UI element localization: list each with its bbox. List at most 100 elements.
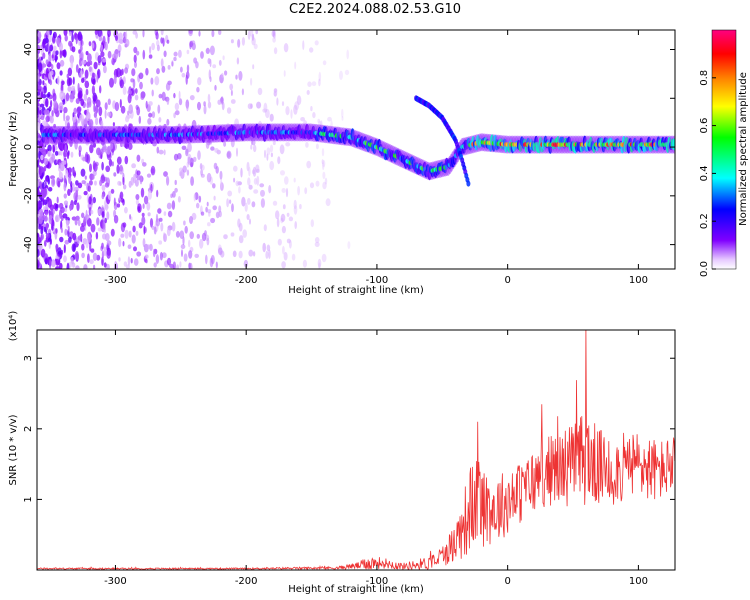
noise-speckle	[62, 213, 68, 219]
noise-speckle	[39, 109, 42, 115]
noise-speckle	[145, 100, 148, 109]
noise-speckle	[174, 102, 180, 111]
noise-speckle	[127, 93, 132, 104]
noise-speckle	[102, 233, 107, 240]
noise-speckle	[37, 81, 40, 90]
noise-speckle	[51, 225, 54, 231]
noise-speckle	[118, 39, 124, 44]
noise-speckle	[43, 109, 49, 115]
noise-speckle	[297, 185, 300, 196]
noise-speckle	[149, 46, 152, 55]
noise-speckle	[84, 175, 87, 180]
noise-speckle	[119, 98, 122, 108]
noise-speckle	[147, 190, 152, 200]
noise-speckle	[250, 144, 253, 150]
noise-speckle	[45, 59, 49, 65]
noise-speckle	[37, 159, 40, 168]
noise-speckle	[179, 261, 182, 268]
noise-speckle	[265, 108, 270, 119]
noise-speckle	[253, 43, 258, 50]
noise-speckle	[180, 66, 183, 73]
noise-speckle	[205, 254, 208, 265]
noise-speckle	[192, 156, 197, 163]
noise-speckle	[101, 161, 104, 171]
noise-speckle	[226, 198, 230, 208]
noise-speckle	[203, 101, 206, 107]
noise-speckle	[63, 200, 69, 206]
noise-speckle	[77, 182, 83, 189]
noise-speckle	[175, 231, 180, 238]
noise-speckle	[88, 66, 92, 72]
noise-speckle	[96, 147, 101, 156]
noise-speckle	[276, 217, 280, 228]
noise-speckle	[207, 222, 211, 227]
noise-speckle	[49, 115, 54, 124]
noise-speckle	[263, 224, 267, 232]
x-tick-label: 0	[504, 275, 510, 286]
noise-speckle	[59, 149, 63, 156]
noise-speckle	[45, 37, 49, 44]
noise-speckle	[74, 218, 78, 226]
noise-speckle	[110, 188, 115, 194]
noise-speckle	[218, 205, 222, 213]
noise-speckle	[59, 50, 63, 59]
noise-speckle	[339, 70, 343, 81]
noise-speckle	[280, 217, 284, 224]
noise-speckle	[50, 99, 53, 108]
noise-speckle	[40, 234, 43, 242]
noise-speckle	[189, 231, 194, 240]
noise-speckle	[37, 69, 40, 74]
noise-speckle	[47, 43, 50, 53]
noise-speckle	[47, 33, 52, 43]
noise-speckle	[131, 234, 136, 244]
noise-speckle	[100, 148, 104, 155]
noise-speckle	[206, 201, 209, 207]
colorbar-ticks: 0.0 0.2 0.4 0.6 0.8	[699, 70, 716, 277]
noise-speckle	[256, 101, 262, 109]
noise-speckle	[45, 233, 51, 239]
noise-speckle	[273, 88, 278, 97]
noise-speckle	[60, 206, 65, 214]
noise-speckle	[200, 169, 204, 176]
noise-speckle	[247, 177, 251, 186]
noise-speckle	[72, 182, 75, 192]
noise-speckle	[132, 225, 136, 233]
noise-speckle	[285, 106, 290, 116]
noise-speckle	[54, 150, 59, 156]
y-axis-label: Frequency (Hz)	[8, 111, 19, 187]
noise-speckle	[134, 61, 137, 68]
noise-speckle	[296, 95, 302, 106]
noise-speckle	[145, 258, 148, 264]
noise-speckle	[75, 189, 79, 199]
noise-speckle	[49, 70, 54, 76]
noise-speckle	[150, 77, 154, 85]
noise-speckle	[86, 217, 92, 227]
noise-speckle	[166, 39, 170, 44]
noise-speckle	[107, 145, 111, 154]
noise-speckle	[118, 257, 121, 262]
noise-speckle	[309, 47, 314, 53]
noise-speckle	[41, 225, 44, 231]
noise-speckle	[179, 230, 185, 239]
noise-speckle	[47, 198, 52, 209]
noise-speckle	[122, 198, 125, 206]
noise-speckle	[148, 101, 153, 106]
noise-speckle	[77, 194, 82, 200]
noise-speckle	[78, 57, 83, 67]
noise-speckle	[101, 242, 104, 250]
noise-speckle	[52, 144, 55, 153]
noise-speckle	[37, 215, 43, 225]
noise-speckle	[130, 257, 133, 264]
noise-speckle	[62, 160, 67, 165]
noise-speckle	[92, 72, 95, 78]
noise-speckle	[70, 60, 74, 69]
noise-speckle	[92, 78, 96, 86]
noise-speckle	[257, 87, 263, 96]
noise-speckle	[73, 200, 77, 206]
noise-speckle	[156, 189, 159, 198]
noise-speckle	[116, 203, 121, 208]
noise-speckle	[59, 59, 65, 67]
noise-speckle	[158, 217, 163, 222]
noise-speckle	[122, 240, 125, 247]
noise-speckle	[283, 43, 289, 53]
